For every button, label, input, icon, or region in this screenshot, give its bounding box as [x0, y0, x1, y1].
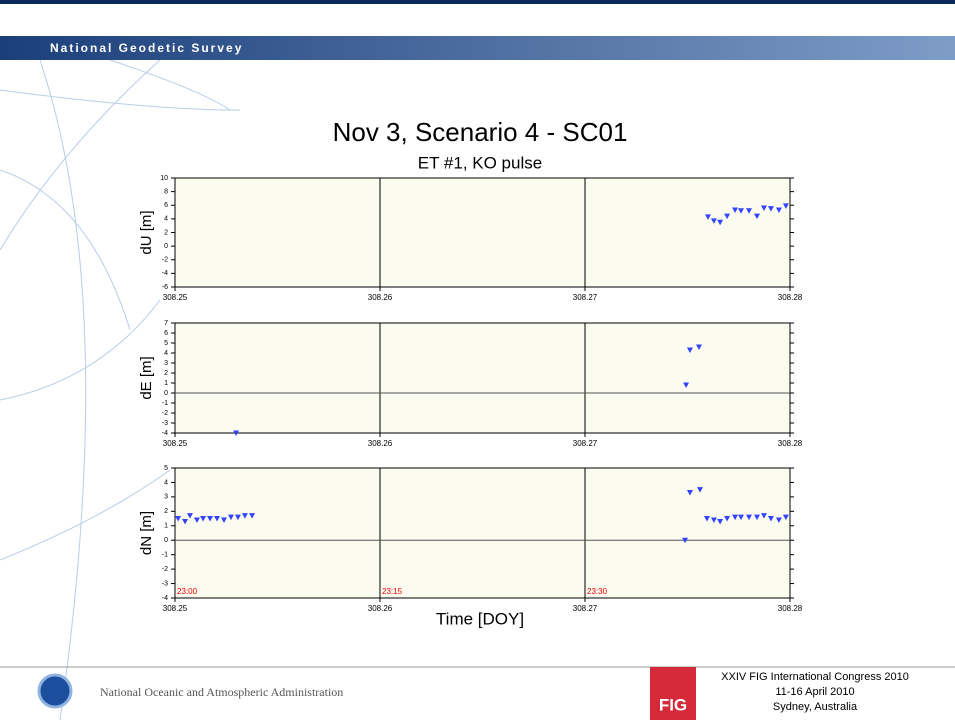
y-tick-label: 0 — [164, 243, 168, 250]
x-tick-label: 308.28 — [778, 439, 803, 448]
header-title: National Geodetic Survey — [50, 41, 243, 55]
x-tick-label: 308.27 — [573, 439, 598, 448]
y-axis-label: dN [m] — [138, 511, 155, 555]
y-tick-label: 7 — [164, 320, 168, 327]
time-annotation: 23:15 — [382, 587, 403, 596]
y-tick-label: 5 — [164, 465, 168, 472]
y-tick-label: -2 — [162, 257, 168, 264]
slide: National Geodetic Survey Nov 3, Scenario… — [0, 0, 955, 720]
footer-agency: National Oceanic and Atmospheric Adminis… — [100, 685, 343, 699]
y-tick-label: -6 — [162, 284, 168, 291]
x-tick-label: 308.26 — [368, 293, 393, 302]
y-tick-label: 4 — [164, 350, 168, 357]
x-tick-label: 308.25 — [163, 293, 188, 302]
time-annotation: 23:00 — [177, 587, 198, 596]
x-tick-label: 308.26 — [368, 439, 393, 448]
y-tick-label: -4 — [162, 430, 168, 437]
y-tick-label: 0 — [164, 390, 168, 397]
y-tick-label: -4 — [162, 270, 168, 277]
y-tick-label: 3 — [164, 494, 168, 501]
footer-event: Sydney, Australia — [773, 701, 858, 713]
y-tick-label: 6 — [164, 330, 168, 337]
y-tick-label: 0 — [164, 537, 168, 544]
figure-title: Nov 3, Scenario 4 - SC01 — [333, 117, 628, 147]
top-border — [0, 0, 955, 4]
y-axis-label: dE [m] — [138, 356, 155, 399]
y-tick-label: 1 — [164, 380, 168, 387]
y-tick-label: -3 — [162, 420, 168, 427]
y-tick-label: -3 — [162, 580, 168, 587]
noaa-logo — [39, 675, 71, 707]
y-tick-label: 6 — [164, 202, 168, 209]
y-tick-label: -4 — [162, 595, 168, 602]
y-tick-label: 1 — [164, 523, 168, 530]
time-annotation: 23:30 — [587, 587, 608, 596]
y-tick-label: 10 — [160, 175, 168, 182]
x-axis-label: Time [DOY] — [436, 609, 524, 628]
figure-subtitle: ET #1, KO pulse — [418, 153, 542, 172]
y-tick-label: 4 — [164, 216, 168, 223]
x-tick-label: 308.25 — [163, 439, 188, 448]
footer-event: XXIV FIG International Congress 2010 — [721, 671, 909, 683]
x-tick-label: 308.27 — [573, 293, 598, 302]
x-tick-label: 308.25 — [163, 604, 188, 613]
x-tick-label: 308.28 — [778, 293, 803, 302]
y-tick-label: 5 — [164, 340, 168, 347]
y-tick-label: -2 — [162, 410, 168, 417]
plot-area — [175, 323, 790, 433]
y-tick-label: -1 — [162, 552, 168, 559]
y-tick-label: 3 — [164, 360, 168, 367]
x-tick-label: 308.27 — [573, 604, 598, 613]
footer-event: 11-16 April 2010 — [775, 686, 854, 698]
y-tick-label: 2 — [164, 370, 168, 377]
plots: 308.25308.26308.27308.28-6-4-20246810dU … — [138, 175, 803, 613]
x-tick-label: 308.26 — [368, 604, 393, 613]
y-tick-label: 8 — [164, 188, 168, 195]
plot-area — [175, 178, 790, 287]
y-tick-label: 2 — [164, 229, 168, 236]
x-tick-label: 308.28 — [778, 604, 803, 613]
y-tick-label: -2 — [162, 566, 168, 573]
fig-logo: FIG — [659, 695, 687, 714]
y-axis-label: dU [m] — [138, 210, 155, 254]
y-tick-label: -1 — [162, 400, 168, 407]
y-tick-label: 4 — [164, 479, 168, 486]
y-tick-label: 2 — [164, 508, 168, 515]
